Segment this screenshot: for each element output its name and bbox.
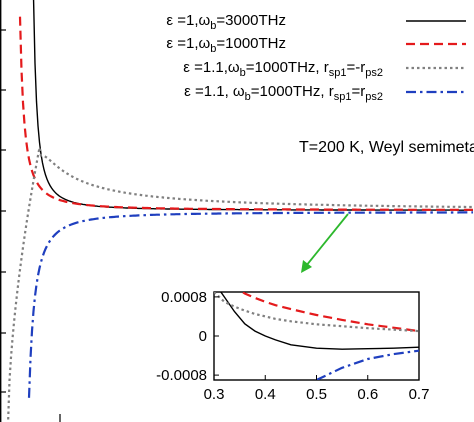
inset-pointer-arrow: [301, 213, 349, 273]
inset-series-line-2: [240, 292, 419, 333]
series-line-3: [7, 147, 473, 422]
inset-series-line-3: [214, 292, 419, 333]
legend-label-3: ε =1.1,ωb=1000THz, rsp1=-rps2: [183, 59, 383, 79]
inset-y-tick-label-0: 0.0008: [161, 289, 207, 306]
inset-x-tick-label-4: 0.7: [409, 386, 430, 403]
inset-x-tick-label-1: 0.4: [255, 386, 276, 403]
legend-label-1: ε =1,ωb=3000THz: [166, 12, 286, 32]
series-line-4: [27, 211, 473, 398]
series-line-1: [32, 0, 473, 211]
inset-chart: 0.3 0.4 0.5 0.6 0.7 0.0008 0 -0.0008: [156, 289, 429, 403]
inset-x-tick-label-2: 0.5: [306, 386, 327, 403]
annotation-text: T=200 K, Weyl semimetal: [299, 139, 474, 156]
main-plot-area: [7, 0, 473, 422]
inset-x-tick-label-3: 0.6: [357, 386, 378, 403]
legend-label-4: ε =1.1, ωb=1000THz, rsp1=rps2: [184, 83, 383, 103]
legend: ε =1,ωb=3000THz ε =1,ωb=1000THz ε =1.1,ω…: [166, 12, 466, 103]
inset-plot-area: [214, 292, 419, 380]
inset-series-line-1: [220, 292, 419, 350]
legend-label-2: ε =1,ωb=1000THz: [166, 35, 286, 55]
inset-y-tick-label-1: 0: [199, 328, 207, 345]
inset-x-tick-label-0: 0.3: [204, 386, 225, 403]
inset-frame: [213, 291, 420, 381]
inset-series-line-4: [316, 349, 419, 380]
series-line-2: [18, 16, 473, 211]
inset-y-tick-label-2: -0.0008: [156, 367, 207, 384]
main-axis: [0, 0, 61, 422]
inset-ticks: 0.3 0.4 0.5 0.6 0.7 0.0008 0 -0.0008: [156, 289, 429, 403]
